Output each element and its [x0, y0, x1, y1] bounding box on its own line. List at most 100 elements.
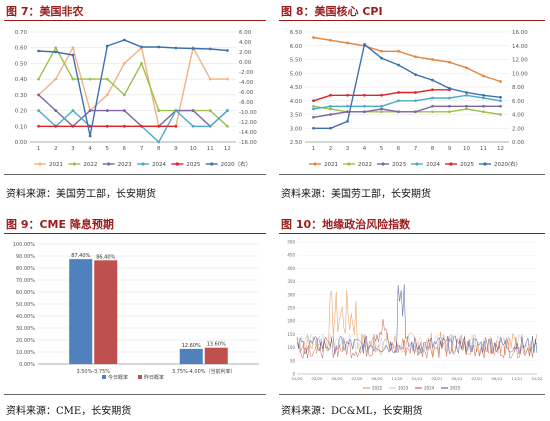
data-point [346, 104, 349, 108]
data-point [88, 109, 92, 112]
panel9-title: 图 9：CME 降息预期 [6, 218, 114, 231]
x-tick-label: 09/20 [372, 376, 384, 381]
data-point [88, 124, 92, 128]
series-line [38, 39, 228, 137]
bar [179, 348, 203, 364]
x-tick-label: 7 [414, 146, 418, 152]
y-tick-label: 0.20 [15, 109, 28, 115]
data-point [499, 80, 502, 83]
legend-swatch [102, 375, 106, 379]
x-tick-label: 11 [480, 146, 487, 152]
y-tick-label: 300 [287, 292, 295, 297]
data-point [482, 74, 485, 78]
data-point [123, 93, 126, 97]
legend-label: 2025 [186, 162, 200, 168]
y2-tick-label: -2.00 [239, 70, 254, 76]
data-point [465, 104, 468, 108]
y-tick-label: 4.50 [290, 85, 303, 91]
data-point [37, 109, 40, 112]
x-tick-label: 5 [380, 146, 384, 152]
legend-label: 2022 [372, 386, 383, 391]
series-line [313, 105, 501, 118]
legend-swatch [138, 375, 142, 379]
legend-marker [347, 162, 351, 166]
x-tick-label: 1 [312, 146, 316, 152]
y-tick-label: 20.00% [16, 338, 35, 344]
data-point [208, 77, 212, 81]
legend-marker [449, 162, 453, 166]
legend-label: 2023 [392, 162, 406, 168]
y-tick-label: 0.60 [15, 46, 28, 52]
data-point [140, 124, 143, 128]
data-point [37, 49, 40, 53]
data-point [397, 99, 400, 103]
geopolitical-risk-chart: 0 50 100 150 200 250 300 350 400 450 500 01/20 03/20… [287, 240, 543, 391]
y-tick-label: 200 [287, 319, 295, 324]
y-tick-label: 40.00% [16, 314, 35, 320]
data-point [431, 104, 434, 108]
x-tick-label: 9 [448, 146, 452, 152]
y-tick-label: 350 [287, 279, 295, 284]
legend-label: 2021 [49, 162, 63, 168]
y-tick-label: 5.00 [290, 71, 303, 77]
legend-label: 2023 [118, 162, 132, 168]
bar [204, 347, 228, 364]
legend-label: 2020（右） [221, 160, 252, 168]
legend-marker [107, 162, 111, 166]
data-point [414, 73, 417, 77]
series-line [296, 290, 538, 356]
y2-tick-label: 2.00 [239, 50, 252, 56]
y-tick-label: 100.00% [13, 242, 35, 248]
data-point [71, 53, 75, 57]
data-point [88, 134, 92, 138]
data-point [226, 109, 229, 112]
legend-label: 2022 [83, 162, 97, 168]
y-tick-label: 6.00 [290, 44, 303, 50]
panel9-source-rule [4, 394, 266, 395]
legend-label: 2024 [426, 162, 440, 168]
y2-tick-label: 12.00 [512, 58, 528, 64]
data-point [363, 104, 366, 108]
y-tick-label: 0.10 [15, 124, 28, 130]
data-point [54, 50, 58, 54]
data-point [312, 115, 315, 119]
y2-tick-label: -14.00 [239, 130, 257, 136]
y-tick-label: 2.50 [290, 140, 303, 146]
data-point [380, 104, 383, 108]
x-tick-label: 3 [346, 146, 350, 152]
legend-label: 今日概率 [108, 374, 128, 381]
data-point [174, 124, 178, 128]
panel7-source: 资料来源：美国劳工部，长安期货 [6, 189, 156, 200]
data-point [482, 110, 485, 114]
data-point [157, 124, 161, 128]
data-point [380, 56, 383, 60]
data-point [37, 124, 40, 128]
data-point [431, 88, 434, 92]
data-point [346, 119, 349, 123]
series-line [38, 45, 228, 128]
bar-value-label: 86.40% [96, 254, 115, 260]
y2-tick-label: -16.00 [239, 140, 257, 146]
data-point [397, 91, 400, 94]
data-point [71, 46, 75, 50]
data-point [88, 77, 92, 81]
data-point [397, 63, 400, 67]
data-point [105, 93, 109, 97]
data-point [312, 99, 315, 103]
data-point [105, 109, 109, 112]
x-tick-label: 6 [123, 146, 127, 152]
y-tick-label: 0.00% [19, 362, 35, 368]
data-point [431, 78, 434, 82]
legend-marker [175, 162, 179, 166]
x-tick-label: 11/20 [392, 376, 404, 381]
data-point [329, 38, 332, 42]
x-tick-label: 7 [140, 146, 144, 152]
legend-marker [38, 162, 42, 166]
data-point [191, 109, 195, 112]
y2-tick-label: 16.00 [512, 30, 528, 36]
data-point [157, 140, 161, 144]
panel9-title-rule [4, 233, 266, 234]
x-tick-label: 10 [463, 146, 470, 152]
legend-label: 2023 [398, 386, 409, 391]
legend-marker [72, 162, 76, 166]
